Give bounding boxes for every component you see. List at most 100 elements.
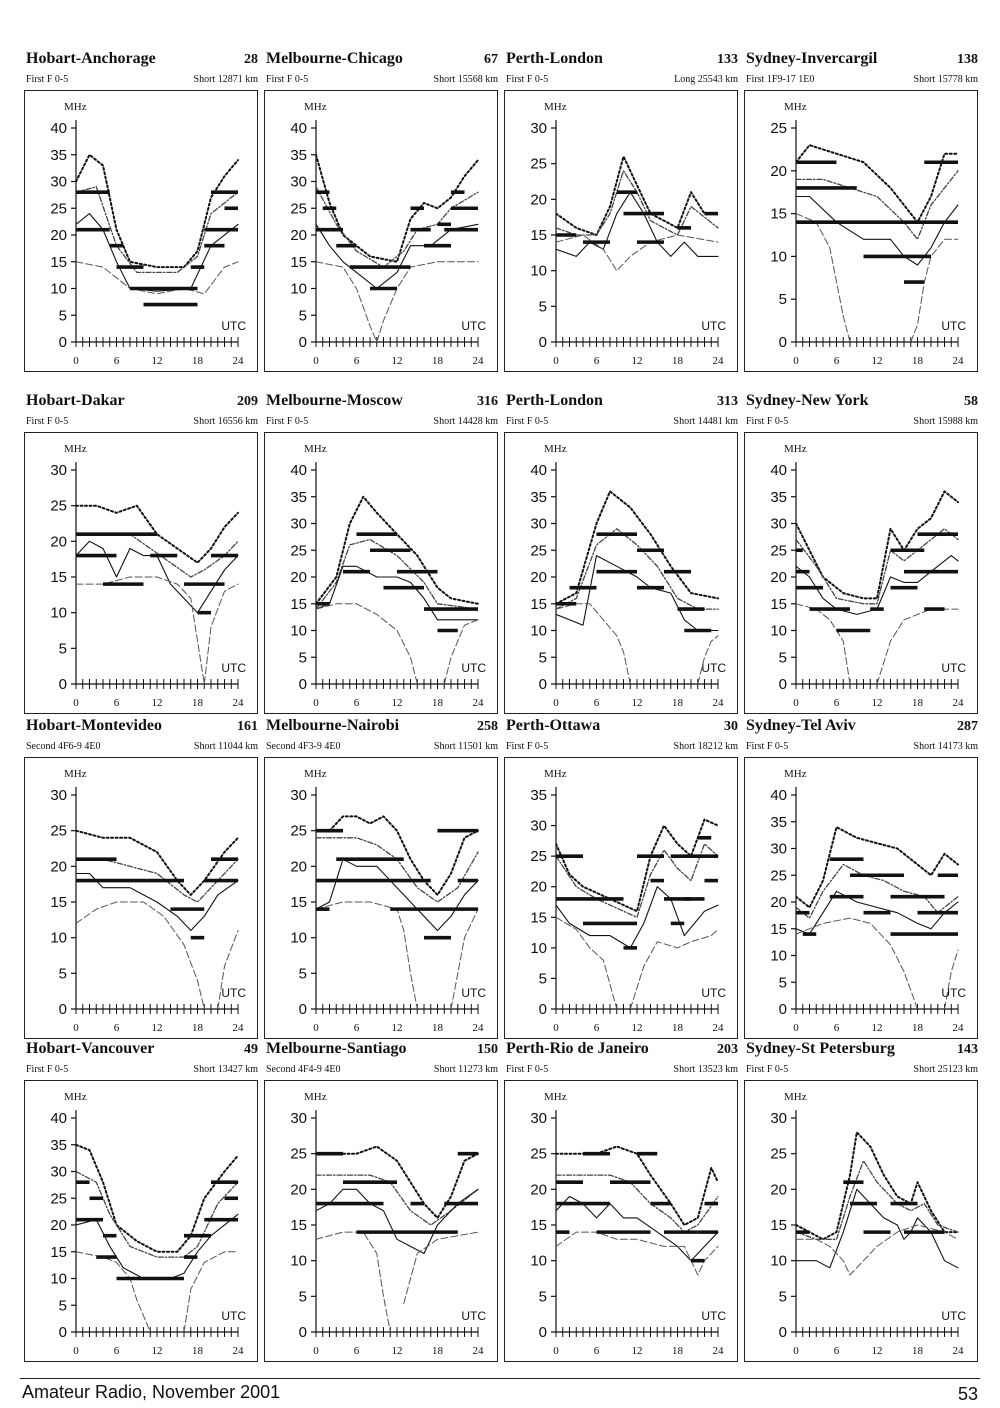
- chart-number: 138: [957, 52, 978, 67]
- x-tick-label: 24: [713, 697, 725, 709]
- y-axis-label: MHz: [544, 768, 567, 780]
- x-tick-label: 24: [233, 697, 245, 709]
- x-tick-label: 24: [713, 355, 725, 367]
- y-tick-label: 15: [290, 596, 307, 613]
- x-tick-label: 6: [834, 355, 840, 367]
- y-tick-label: 10: [530, 1253, 547, 1270]
- x-tick-label: 18: [672, 1022, 684, 1034]
- x-tick-label: 12: [152, 355, 163, 367]
- chart-frame: [744, 432, 978, 714]
- y-tick-label: 10: [50, 605, 67, 622]
- y-tick-label: 10: [290, 930, 307, 947]
- y-tick-label: 30: [530, 818, 547, 835]
- y-tick-label: 0: [299, 334, 307, 351]
- chart-panel: Hobart-Vancouver 49 First F 0-5 Short 13427…: [22, 1040, 262, 1375]
- chart-number: 143: [957, 1042, 978, 1057]
- y-tick-label: 30: [530, 1110, 547, 1127]
- chart-number: 316: [477, 394, 498, 409]
- series-line-dashed: [450, 908, 479, 1009]
- y-tick-label: 10: [50, 930, 67, 947]
- chart-title: Sydney-New York: [746, 392, 869, 409]
- y-tick-label: 25: [290, 1146, 307, 1163]
- x-axis-label: UTC: [221, 1309, 246, 1323]
- series-line-dashed: [316, 901, 418, 1009]
- chart-title: Sydney-Tel Aviv: [746, 717, 856, 734]
- x-axis-label: UTC: [701, 661, 726, 675]
- x-tick-label: 24: [953, 355, 965, 367]
- y-axis-label: MHz: [304, 443, 327, 455]
- series-line-dashed: [76, 1251, 151, 1332]
- y-tick-label: 10: [770, 623, 787, 640]
- series-line-dashdot: [796, 528, 959, 605]
- series-line-dashed: [796, 213, 851, 342]
- x-tick-label: 12: [872, 1345, 883, 1357]
- y-tick-label: 15: [290, 894, 307, 911]
- x-axis-label: UTC: [221, 319, 246, 333]
- y-tick-label: 20: [50, 227, 67, 244]
- y-tick-label: 5: [539, 298, 547, 315]
- y-tick-label: 35: [50, 1137, 67, 1154]
- y-tick-label: 25: [770, 1146, 787, 1163]
- y-tick-label: 5: [779, 974, 787, 991]
- x-tick-label: 24: [953, 697, 965, 709]
- x-tick-label: 0: [553, 1022, 559, 1034]
- x-tick-label: 0: [313, 697, 319, 709]
- y-tick-label: 40: [50, 1110, 67, 1127]
- y-tick-label: 15: [530, 909, 547, 926]
- y-tick-label: 5: [539, 970, 547, 987]
- y-tick-label: 0: [539, 676, 547, 693]
- chart-plot: MHz 0 5 10 15 20 25 30 35 40 0 6 12 18 24 UTC: [530, 443, 726, 709]
- y-tick-label: 25: [50, 823, 67, 840]
- y-tick-label: 5: [779, 649, 787, 666]
- y-axis-label: MHz: [304, 1091, 327, 1103]
- y-tick-label: 0: [779, 1001, 787, 1018]
- chart-title: Perth-London: [506, 392, 603, 409]
- series-line-dotted: [76, 829, 239, 896]
- chart-title: Melbourne-Moscow: [266, 392, 403, 409]
- x-axis-label: UTC: [941, 319, 966, 333]
- y-tick-label: 20: [50, 533, 67, 550]
- chart-title: Perth-London: [506, 50, 603, 67]
- chart-path: Short 11501 km: [433, 741, 498, 752]
- y-axis-label: MHz: [64, 443, 87, 455]
- chart-number: 209: [237, 394, 258, 409]
- x-tick-label: 0: [793, 1345, 799, 1357]
- y-tick-label: 0: [299, 676, 307, 693]
- y-tick-label: 15: [530, 1217, 547, 1234]
- y-axis-label: MHz: [544, 443, 567, 455]
- y-tick-label: 30: [290, 1110, 307, 1127]
- y-axis-label: MHz: [784, 1091, 807, 1103]
- y-tick-label: 25: [50, 498, 67, 515]
- y-tick-label: 40: [50, 120, 67, 137]
- x-axis-label: UTC: [941, 661, 966, 675]
- chart-frame: [24, 1080, 258, 1362]
- chart-number: 150: [477, 1042, 498, 1057]
- y-tick-label: 30: [530, 516, 547, 533]
- chart-title: Hobart-Anchorage: [26, 50, 156, 67]
- chart-header: Sydney-Tel Aviv 287 First F 0-5 Short 14173…: [742, 717, 982, 759]
- y-tick-label: 35: [770, 814, 787, 831]
- chart-panel: Hobart-Montevideo 161 Second 4F6-9 4E0 Shor…: [22, 717, 262, 1052]
- x-tick-label: 6: [834, 1022, 840, 1034]
- y-tick-label: 25: [530, 542, 547, 559]
- chart-header: Sydney-St Petersburg 143 First F 0-5 Short …: [742, 1040, 982, 1082]
- chart-path: Short 11273 km: [433, 1064, 498, 1075]
- chart-mode: First F 0-5: [26, 74, 69, 85]
- chart-title: Hobart-Vancouver: [26, 1040, 155, 1057]
- chart-number: 258: [477, 719, 498, 734]
- x-tick-label: 0: [73, 1345, 79, 1357]
- x-tick-label: 24: [713, 1345, 725, 1357]
- y-tick-label: 0: [539, 334, 547, 351]
- chart-number: 133: [717, 52, 738, 67]
- series-line-dashed: [944, 949, 959, 1009]
- chart-mode: First F 0-5: [746, 1064, 789, 1075]
- y-tick-label: 40: [290, 462, 307, 479]
- y-axis-label: MHz: [64, 1091, 87, 1103]
- y-axis-label: MHz: [784, 101, 807, 113]
- chart-frame: [744, 1080, 978, 1362]
- chart-path: Short 11044 km: [193, 741, 258, 752]
- y-tick-label: 10: [770, 1253, 787, 1270]
- y-tick-label: 15: [530, 596, 547, 613]
- series-line-dotted: [316, 815, 479, 896]
- chart-panel: Melbourne-Santiago 150 Second 4F4-9 4E0 Sho…: [262, 1040, 502, 1375]
